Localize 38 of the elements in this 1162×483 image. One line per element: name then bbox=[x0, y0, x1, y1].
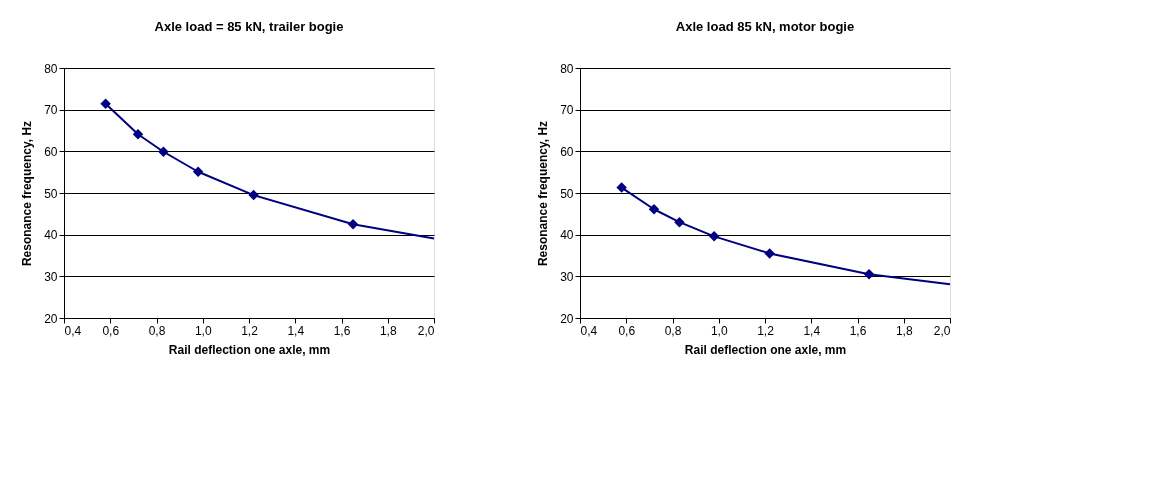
x-tick-label: 1,4 bbox=[803, 323, 821, 338]
x-axis-title: Rail deflection one axle, mm bbox=[684, 342, 847, 357]
x-axis-title: Rail deflection one axle, mm bbox=[168, 342, 331, 357]
y-tick-label: 60 bbox=[44, 144, 58, 159]
y-tick-label: 80 bbox=[44, 61, 58, 76]
x-tick-label: 1,0 bbox=[194, 323, 212, 338]
y-tick-label: 20 bbox=[44, 311, 58, 326]
x-tick-label: 1,8 bbox=[895, 323, 913, 338]
y-tick-label: 40 bbox=[560, 228, 574, 243]
x-tick-label: 0,6 bbox=[618, 323, 636, 338]
x-tick-label: 0,8 bbox=[664, 323, 682, 338]
y-axis-title: Resonance frequency, Hz bbox=[20, 120, 35, 267]
x-tick-label: 1,4 bbox=[287, 323, 305, 338]
y-tick-label: 20 bbox=[560, 311, 574, 326]
y-tick-label: 70 bbox=[560, 103, 574, 118]
y-tick-label: 70 bbox=[44, 103, 58, 118]
x-tick-label: 1,6 bbox=[849, 323, 867, 338]
x-tick-label: 0,4 bbox=[64, 323, 82, 338]
y-tick-label: 50 bbox=[44, 186, 58, 201]
x-tick-label: 0,8 bbox=[148, 323, 166, 338]
chart-title: Axle load 85 kN, motor bogie bbox=[675, 19, 855, 34]
y-tick-label: 40 bbox=[44, 228, 58, 243]
x-tick-label: 2,0 bbox=[417, 323, 435, 338]
x-tick-label: 1,6 bbox=[333, 323, 351, 338]
y-tick-label: 50 bbox=[560, 186, 574, 201]
x-tick-label: 2,0 bbox=[933, 323, 951, 338]
x-tick-label: 1,2 bbox=[241, 323, 259, 338]
y-tick-label: 60 bbox=[560, 144, 574, 159]
y-tick-label: 30 bbox=[560, 269, 574, 284]
y-tick-label: 30 bbox=[44, 269, 58, 284]
x-tick-label: 1,2 bbox=[757, 323, 775, 338]
x-tick-label: 1,8 bbox=[379, 323, 397, 338]
y-tick-label: 80 bbox=[560, 61, 574, 76]
chart-title: Axle load = 85 kN, trailer bogie bbox=[154, 19, 344, 34]
y-axis-title: Resonance frequency, Hz bbox=[536, 120, 551, 267]
x-tick-label: 1,0 bbox=[710, 323, 728, 338]
x-tick-label: 0,6 bbox=[102, 323, 120, 338]
x-tick-label: 0,4 bbox=[580, 323, 598, 338]
